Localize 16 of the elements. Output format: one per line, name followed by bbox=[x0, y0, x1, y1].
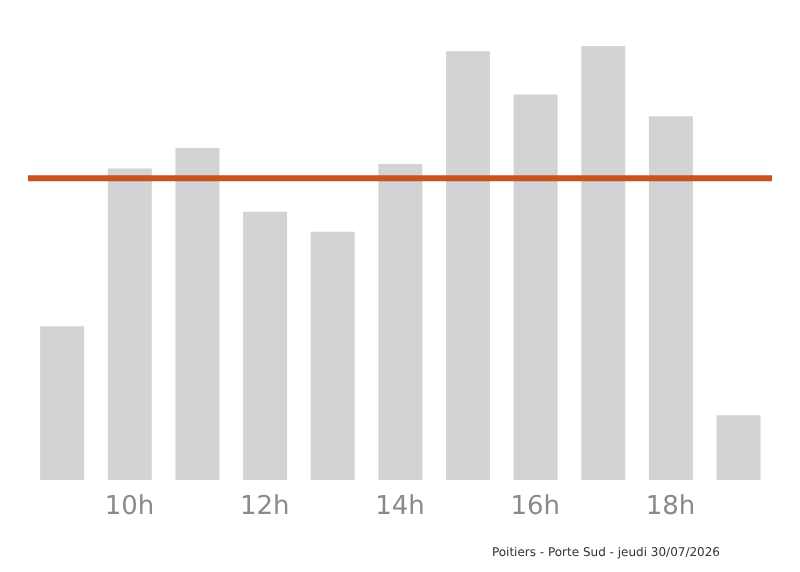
bar bbox=[716, 415, 761, 480]
bar bbox=[175, 147, 220, 480]
bar bbox=[581, 46, 626, 480]
bar bbox=[513, 94, 558, 480]
x-tick-label: 14h bbox=[375, 492, 425, 523]
x-tick-label: 18h bbox=[645, 492, 696, 523]
bar bbox=[107, 168, 152, 480]
bar bbox=[648, 116, 693, 480]
bar bbox=[378, 164, 423, 480]
bar bbox=[445, 51, 490, 480]
x-tick-label: 12h bbox=[239, 492, 290, 523]
bar bbox=[40, 326, 85, 480]
bar bbox=[243, 211, 288, 480]
x-tick-label: 16h bbox=[510, 492, 561, 523]
x-tick-label: 10h bbox=[104, 492, 155, 523]
bar bbox=[310, 231, 355, 480]
